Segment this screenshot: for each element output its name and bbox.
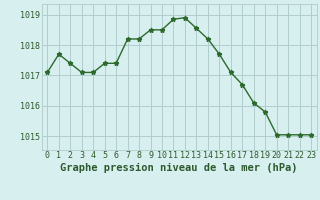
X-axis label: Graphe pression niveau de la mer (hPa): Graphe pression niveau de la mer (hPa) <box>60 163 298 173</box>
